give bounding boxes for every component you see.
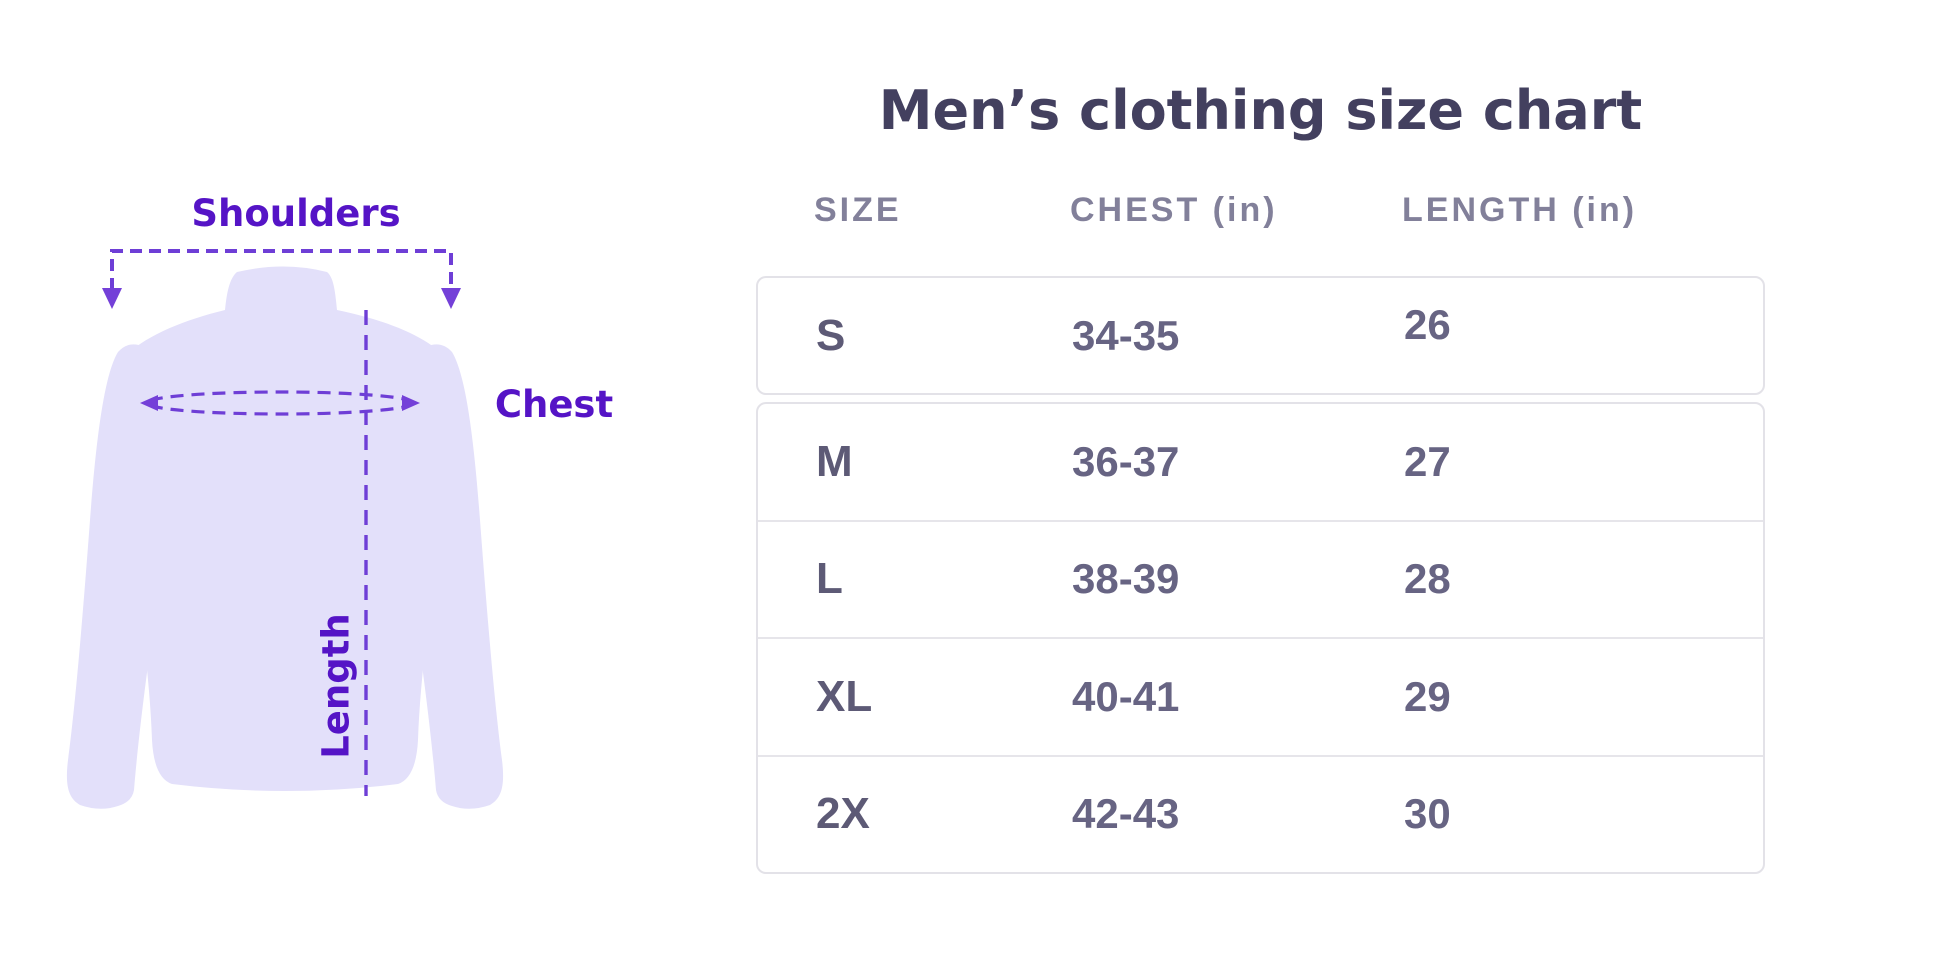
size-chart-panel: Men’s clothing size chart SIZE CHEST (in… (756, 80, 1765, 960)
cell-chest: 34-35 (1072, 311, 1180, 359)
cell-size: L (816, 554, 843, 604)
cell-chest: 42-43 (1072, 790, 1180, 838)
cell-size: M (816, 436, 853, 486)
shirt-right-sleeve-shape (399, 344, 504, 809)
table-row: M 36-37 27 (758, 404, 1763, 520)
chest-right-arrow-icon (402, 395, 420, 411)
shoulders-measure-line (110, 249, 453, 290)
cell-length: 26 (1404, 300, 1451, 348)
shoulders-left-arrow-icon (102, 288, 122, 309)
shirt-measurement-diagram: Shoulders Chest Length (66, 192, 613, 809)
table-row: XL 40-41 29 (758, 637, 1763, 755)
cell-length: 28 (1404, 555, 1451, 603)
column-header-length: LENGTH (in) (1402, 191, 1638, 229)
shirt-body-shape (115, 266, 455, 791)
cell-length: 30 (1404, 790, 1451, 838)
cell-chest: 38-39 (1072, 555, 1180, 603)
cell-length: 27 (1404, 437, 1451, 485)
shoulders-label: Shoulders (191, 192, 400, 235)
table-row: S 34-35 26 (758, 278, 1763, 393)
page-title: Men’s clothing size chart (878, 79, 1643, 142)
cell-length: 29 (1404, 672, 1451, 720)
cell-size: XL (816, 671, 873, 721)
cell-chest: 40-41 (1072, 672, 1180, 720)
table-box-sizes-m-2x: M 36-37 27 L 38-39 28 XL 40-41 29 2X 42-… (756, 402, 1765, 874)
length-label: Length (315, 613, 358, 759)
cell-size: S (816, 310, 846, 360)
table-box-size-s: S 34-35 26 (756, 276, 1765, 395)
cell-chest: 36-37 (1072, 437, 1180, 485)
column-header-size: SIZE (814, 191, 902, 229)
shoulders-right-arrow-icon (441, 288, 461, 309)
column-header-chest: CHEST (in) (1070, 191, 1278, 229)
chest-label: Chest (495, 383, 613, 426)
chest-left-arrow-icon (140, 395, 158, 411)
table-row: L 38-39 28 (758, 519, 1763, 638)
shirt-left-sleeve-shape (66, 344, 171, 809)
cell-size: 2X (816, 789, 870, 839)
table-row: 2X 42-43 30 (758, 754, 1763, 873)
